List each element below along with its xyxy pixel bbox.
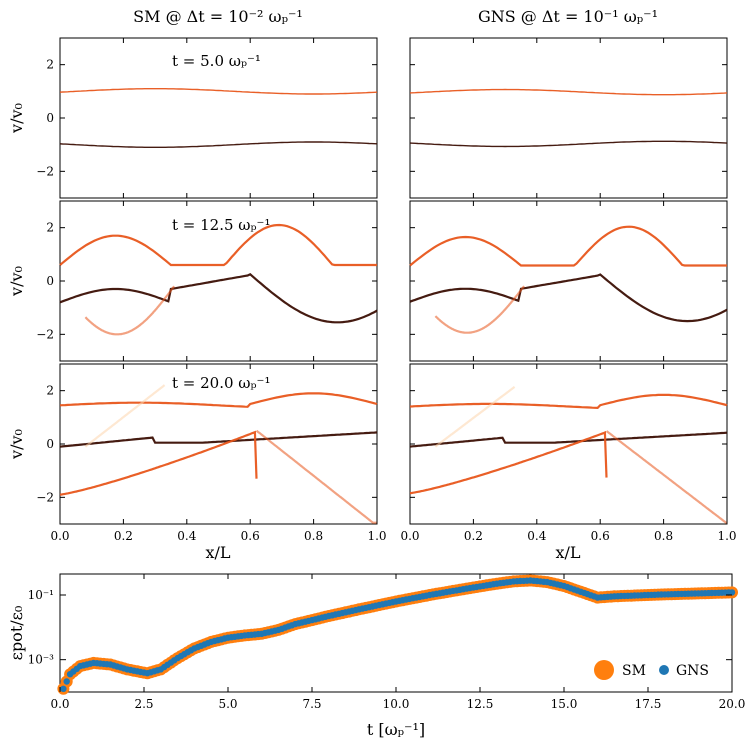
ytick-label: 2 xyxy=(46,221,54,235)
phase-beam xyxy=(59,430,258,496)
xlabel-left: x/L xyxy=(205,543,230,562)
energy-xtick-label: 15.0 xyxy=(551,697,578,711)
energy-xtick-label: 7.5 xyxy=(302,697,321,711)
column-title-gns: GNS @ Δt = 10⁻¹ ωₚ⁻¹ xyxy=(478,7,658,26)
xtick-label: 0.0 xyxy=(50,529,69,543)
energy-xtick-label: 10.0 xyxy=(383,697,410,711)
time-annotation-20: t = 20.0 ωₚ⁻¹ xyxy=(172,374,270,392)
phase-beam xyxy=(59,431,378,448)
energy-xtick-label: 5.0 xyxy=(218,697,237,711)
energy-point-gns xyxy=(63,678,70,685)
energy-ylabel: εpot/ε₀ xyxy=(7,606,26,661)
legend-marker-sm xyxy=(594,660,614,680)
energy-ytick-label: 10⁻³ xyxy=(28,653,55,667)
legend-marker-gns xyxy=(659,665,669,675)
energy-xlabel: t [ωₚ⁻¹] xyxy=(367,720,425,739)
energy-xtick-label: 20.0 xyxy=(719,697,746,711)
phase-beam xyxy=(59,273,378,324)
energy-point-gns xyxy=(728,589,736,596)
ytick-label: 0 xyxy=(46,274,54,288)
ylabel-row1: v/v₀ xyxy=(7,266,26,297)
phase-beam xyxy=(59,223,377,267)
energy-ytick-label: 10⁻¹ xyxy=(28,588,54,602)
xtick-label: 0.6 xyxy=(241,529,260,543)
xtick-label: 1.0 xyxy=(717,529,736,543)
ytick-label: 2 xyxy=(46,384,54,398)
xlabel-right: x/L xyxy=(555,543,580,562)
xtick-label: 0.2 xyxy=(114,529,133,543)
legend: SM GNS xyxy=(594,660,709,680)
ylabel-row2: v/v₀ xyxy=(7,429,26,460)
xtick-label: 0.2 xyxy=(464,529,483,543)
panel-r2-c1 xyxy=(409,363,728,525)
phase-beam xyxy=(409,430,608,495)
phase-beam xyxy=(409,273,728,323)
ytick-label: −2 xyxy=(36,490,54,504)
phase-space-ticks: 2 0 −2 2 0 −2 2 0 −2 0.0 0.2 0.4 0.6 0.8 1.0 0.0 0.2 0.4 0… xyxy=(36,38,737,543)
ylabel-row0: v/v₀ xyxy=(7,103,26,134)
xtick-label: 1.0 xyxy=(367,529,386,543)
phase-beam xyxy=(409,225,727,267)
ytick-label: 0 xyxy=(46,437,54,451)
legend-label-sm: SM xyxy=(622,663,646,679)
legend-label-gns: GNS xyxy=(676,663,709,679)
xtick-label: 0.4 xyxy=(177,529,196,543)
xtick-label: 0.8 xyxy=(654,529,673,543)
phase-beam xyxy=(409,88,728,96)
ytick-label: 2 xyxy=(46,58,54,72)
panel-r0-c1 xyxy=(409,37,728,199)
phase-beam xyxy=(84,384,166,448)
xtick-label: 0.8 xyxy=(304,529,323,543)
energy-point-gns xyxy=(60,685,67,692)
phase-beam xyxy=(605,430,727,524)
energy-xtick-label: 17.5 xyxy=(635,697,662,711)
phase-beam xyxy=(409,393,728,410)
time-annotation-12-5: t = 12.5 ωₚ⁻¹ xyxy=(172,216,270,234)
xtick-label: 0.0 xyxy=(400,529,419,543)
ytick-label: −2 xyxy=(36,164,54,178)
time-annotation-5: t = 5.0 ωₚ⁻¹ xyxy=(172,52,261,70)
xtick-label: 0.4 xyxy=(527,529,546,543)
phase-beam xyxy=(59,392,378,408)
phase-beam xyxy=(409,140,728,148)
phase-beam xyxy=(434,285,525,334)
column-title-sm: SM @ Δt = 10⁻² ωₚ⁻¹ xyxy=(133,7,303,26)
phase-beam xyxy=(255,429,377,524)
energy-xtick-label: 12.5 xyxy=(467,697,494,711)
phase-beam xyxy=(59,88,378,95)
xtick-label: 0.6 xyxy=(591,529,610,543)
phase-space-marks xyxy=(59,88,728,524)
phase-beam xyxy=(59,141,378,148)
energy-ticks: 0.0 2.5 5.0 7.5 10.0 12.5 15.0 17.5 20.0 10⁻¹ 10⁻³ xyxy=(28,574,746,711)
energy-marks xyxy=(57,574,738,695)
ytick-label: −2 xyxy=(36,327,54,341)
energy-xtick-label: 2.5 xyxy=(134,697,153,711)
ytick-label: 0 xyxy=(46,111,54,125)
phase-beam xyxy=(84,285,176,336)
energy-xtick-label: 0.0 xyxy=(50,697,69,711)
phase-beam xyxy=(434,386,516,448)
phase-beam xyxy=(409,431,728,448)
